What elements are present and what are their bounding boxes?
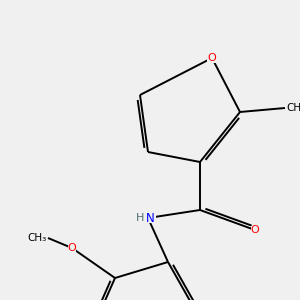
- FancyBboxPatch shape: [251, 226, 259, 234]
- Text: H: H: [135, 213, 144, 223]
- FancyBboxPatch shape: [208, 53, 217, 62]
- FancyBboxPatch shape: [68, 244, 76, 252]
- Text: O: O: [208, 53, 216, 63]
- Text: N: N: [146, 212, 155, 224]
- Text: O: O: [68, 243, 76, 253]
- Text: O: O: [250, 225, 260, 235]
- FancyBboxPatch shape: [140, 213, 155, 223]
- Text: CH₃: CH₃: [286, 103, 300, 113]
- Text: CH₃: CH₃: [27, 233, 46, 243]
